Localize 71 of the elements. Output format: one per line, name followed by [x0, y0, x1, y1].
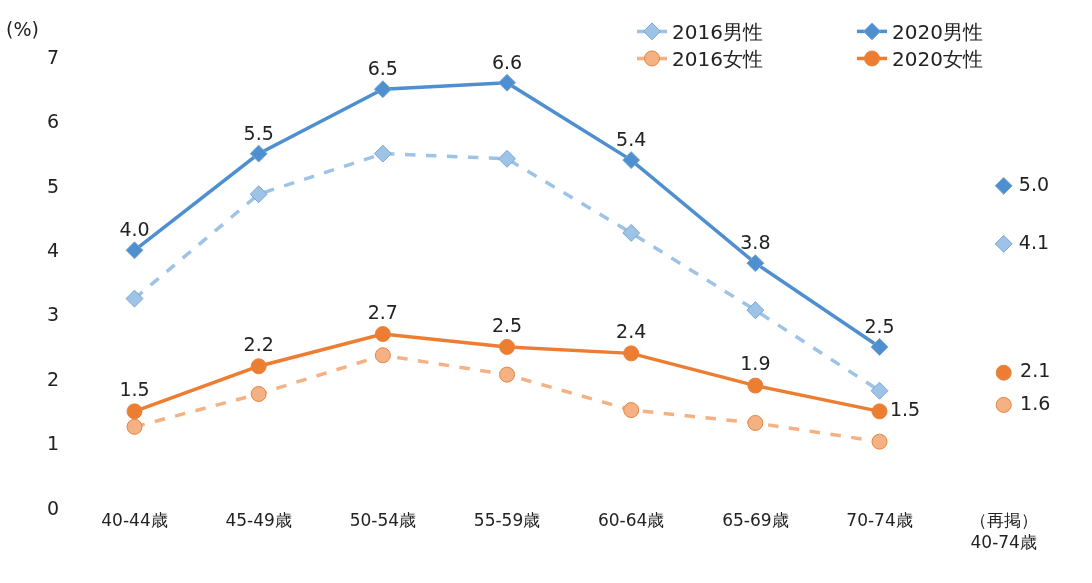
- point: [373, 144, 392, 163]
- point: [623, 345, 640, 362]
- x-tick-label: 55-59歳: [473, 510, 541, 530]
- point: [746, 254, 765, 273]
- point: [249, 185, 268, 204]
- point: [498, 73, 516, 92]
- legend-label: 2020男性: [892, 20, 983, 45]
- point: [249, 144, 268, 163]
- x-tick-label: 40-44歳: [101, 510, 168, 530]
- data-label: 2.5: [491, 313, 523, 336]
- data-label: 1.5: [889, 398, 921, 421]
- x-tick-label: 70-74歳: [846, 510, 913, 530]
- x-tick-label: 45-49歳: [225, 510, 292, 530]
- point: [622, 151, 641, 170]
- x-tick-label: （再掲） 40-74歳: [969, 510, 1038, 553]
- point: [125, 241, 144, 260]
- x-tick-label: 50-54歳: [349, 510, 417, 530]
- point: [499, 366, 516, 383]
- point: [125, 289, 144, 308]
- y-tick-label: 7: [46, 45, 59, 68]
- point: [374, 347, 391, 364]
- point: [498, 149, 516, 168]
- point: [250, 385, 267, 402]
- data-label: 2.1: [1014, 359, 1051, 382]
- point: [126, 403, 143, 420]
- point: [499, 338, 516, 355]
- point: [871, 433, 888, 450]
- x-tick-label: 65-69歳: [722, 510, 789, 530]
- point: [871, 403, 888, 420]
- point: [373, 80, 392, 99]
- data-label: 2.5: [864, 315, 895, 338]
- point: [746, 301, 765, 320]
- data-label: 6.6: [491, 50, 523, 73]
- point: [994, 176, 1013, 195]
- data-label: 6.5: [367, 57, 398, 80]
- point: [995, 396, 1012, 413]
- legend-label: 2016男性: [672, 20, 763, 45]
- data-label: 4.1: [1012, 230, 1050, 253]
- y-axis-title: (%): [6, 18, 39, 40]
- point: [747, 414, 764, 431]
- data-label: 5.4: [616, 128, 647, 151]
- point: [250, 358, 267, 375]
- point: [994, 234, 1013, 253]
- point: [126, 418, 143, 435]
- y-tick-label: 4: [46, 238, 59, 261]
- point: [374, 326, 391, 343]
- point: [870, 337, 889, 356]
- point: [623, 402, 640, 419]
- legend-label: 2016女性: [672, 47, 763, 72]
- data-label: 1.6: [1014, 391, 1051, 414]
- y-tick-label: 0: [46, 496, 59, 519]
- y-tick-label: 2: [46, 367, 59, 390]
- point: [747, 377, 764, 394]
- data-label: 2.4: [616, 320, 647, 343]
- data-label: 4.0: [119, 218, 150, 241]
- y-tick-label: 6: [46, 110, 59, 133]
- data-label: 2.2: [243, 333, 274, 356]
- data-label: 2.7: [367, 300, 398, 323]
- y-tick-label: 1: [46, 432, 59, 455]
- data-label: 5.0: [1012, 172, 1050, 195]
- data-label: 1.5: [119, 378, 150, 401]
- data-label: 3.8: [740, 231, 771, 254]
- legend-label: 2020女性: [892, 47, 983, 72]
- y-tick-label: 5: [46, 174, 59, 197]
- point: [870, 381, 889, 400]
- point: [622, 223, 641, 242]
- data-label: 1.9: [740, 352, 771, 375]
- y-tick-label: 3: [46, 303, 59, 326]
- x-tick-label: 60-64歳: [597, 510, 665, 530]
- point: [995, 364, 1012, 381]
- data-label: 5.5: [243, 121, 274, 144]
